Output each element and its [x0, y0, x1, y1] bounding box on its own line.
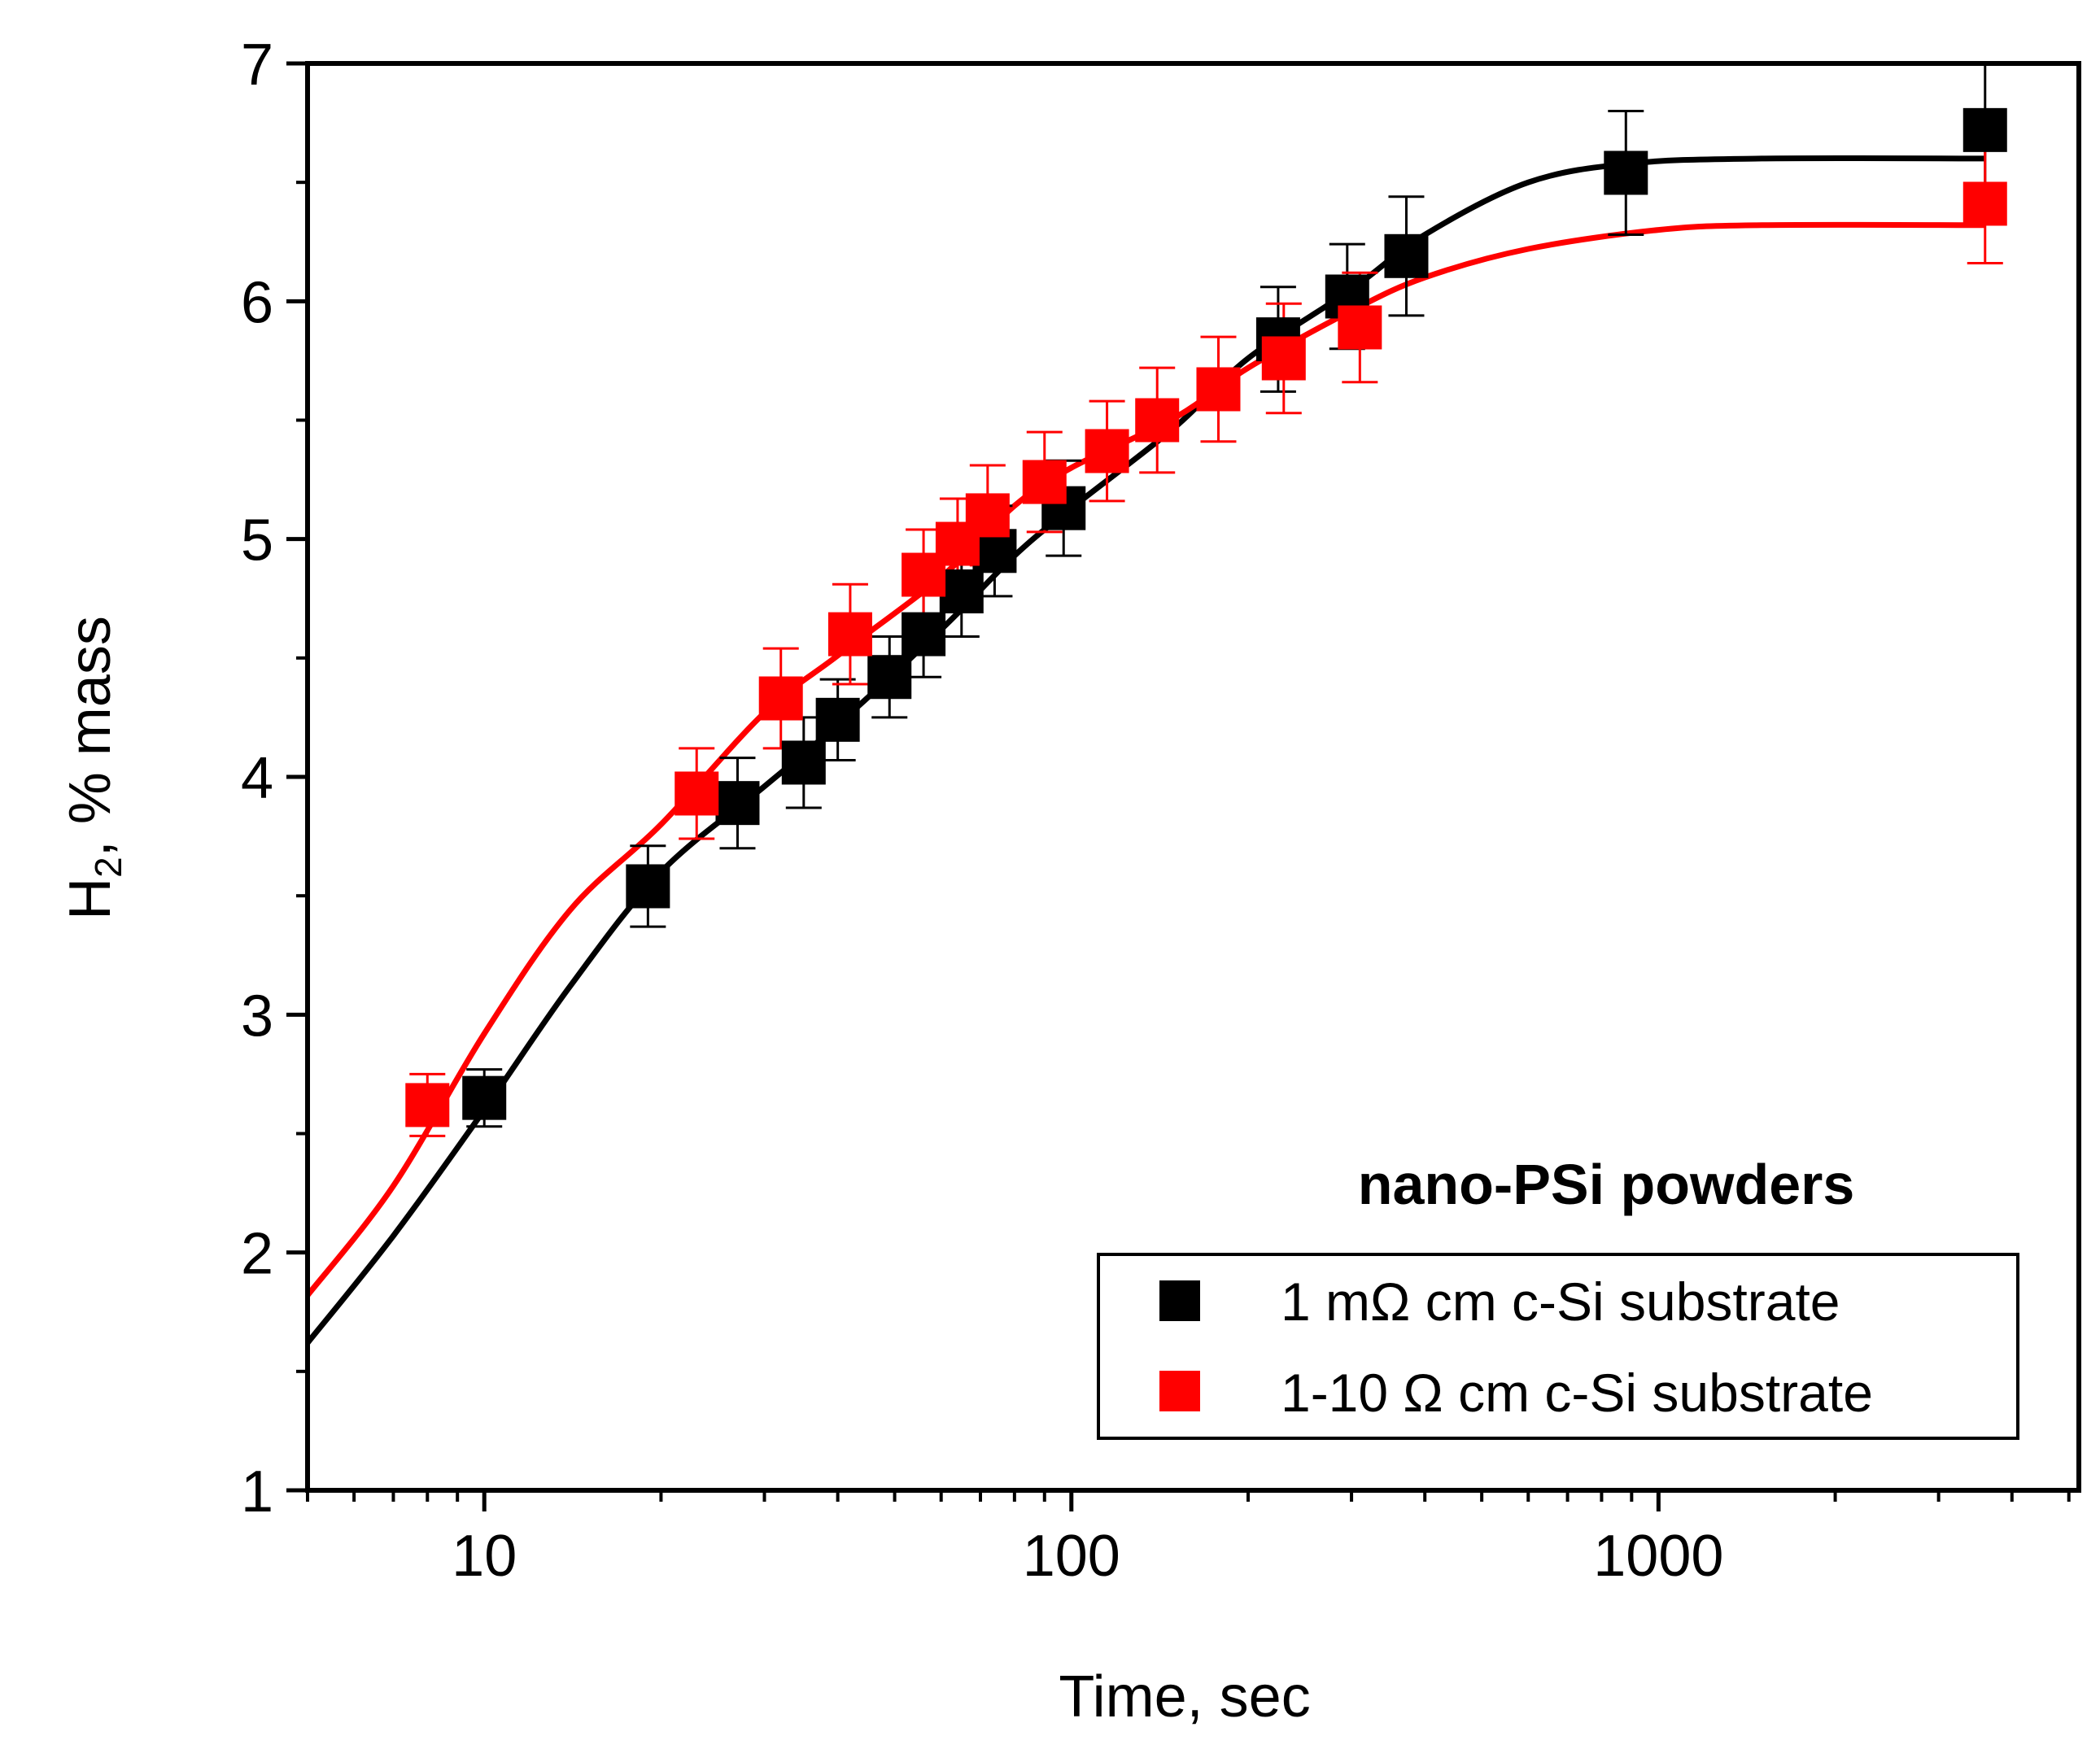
data-point-series-2-7 [965, 493, 1010, 538]
x-axis-title: Time, sec [1059, 1664, 1310, 1729]
data-point-series-2-1 [405, 1083, 450, 1127]
data-point-series-1-7 [902, 612, 946, 656]
legend-label-series-1: 1 mΩ cm c-Si substrate [1281, 1271, 1840, 1332]
legend-label-series-2: 1-10 Ω cm c-Si substrate [1281, 1363, 1873, 1423]
data-point-series-1-5 [815, 697, 860, 742]
data-point-series-2-13 [1338, 305, 1382, 350]
data-point-series-1-13 [1384, 233, 1429, 278]
x-tick-label: 100 [1023, 1524, 1120, 1589]
y-axis-title-rest: , % mass [58, 616, 123, 857]
data-point-series-2-10 [1135, 398, 1180, 443]
data-point-series-2-8 [1022, 460, 1067, 504]
y-tick-label: 2 [241, 1222, 273, 1287]
y-tick-label: 4 [241, 746, 273, 811]
data-point-series-1-1 [462, 1075, 507, 1120]
y-axis-title-main: H [58, 878, 123, 920]
legend-title: nano-PSi powders [1358, 1153, 1855, 1216]
data-point-series-2-14 [1962, 181, 2007, 226]
data-point-series-1-8 [939, 569, 984, 613]
y-tick-label: 6 [241, 270, 273, 335]
legend-box [1097, 1253, 2019, 1440]
data-point-series-2-9 [1085, 429, 1129, 473]
data-point-series-1-4 [781, 740, 826, 785]
y-tick-label: 7 [241, 33, 273, 98]
data-point-series-1-2 [626, 864, 670, 909]
data-point-series-1-3 [715, 781, 760, 826]
data-point-series-2-3 [758, 676, 803, 721]
fit-curve-series-1 [305, 155, 1985, 1345]
axes: 1 2 3 4 5 6 7 10 100 1000 [241, 33, 2081, 1589]
y-axis-title-subscript: 2 [87, 857, 129, 878]
data-point-series-2-2 [675, 771, 719, 816]
data-point-series-2-4 [827, 612, 872, 656]
data-point-series-1-14 [1604, 150, 1648, 195]
data-point-series-1-15 [1962, 107, 2007, 152]
y-tick-label: 3 [241, 984, 273, 1049]
data-point-series-1-6 [867, 655, 912, 700]
legend-marker-series-1 [1159, 1280, 1200, 1321]
data-point-series-2-12 [1261, 336, 1306, 381]
data-points [405, 107, 2007, 1127]
y-axis-title: H2, % mass [58, 616, 129, 920]
x-tick-label: 1000 [1593, 1524, 1723, 1589]
y-tick-label: 5 [241, 508, 273, 574]
data-point-series-2-11 [1196, 367, 1241, 412]
legend-marker-series-2 [1159, 1371, 1200, 1411]
x-tick-label: 10 [452, 1524, 517, 1589]
legend: nano-PSi powders 1 mΩ cm c-Si substrate … [1097, 1153, 2019, 1440]
y-tick-label: 1 [241, 1459, 273, 1524]
